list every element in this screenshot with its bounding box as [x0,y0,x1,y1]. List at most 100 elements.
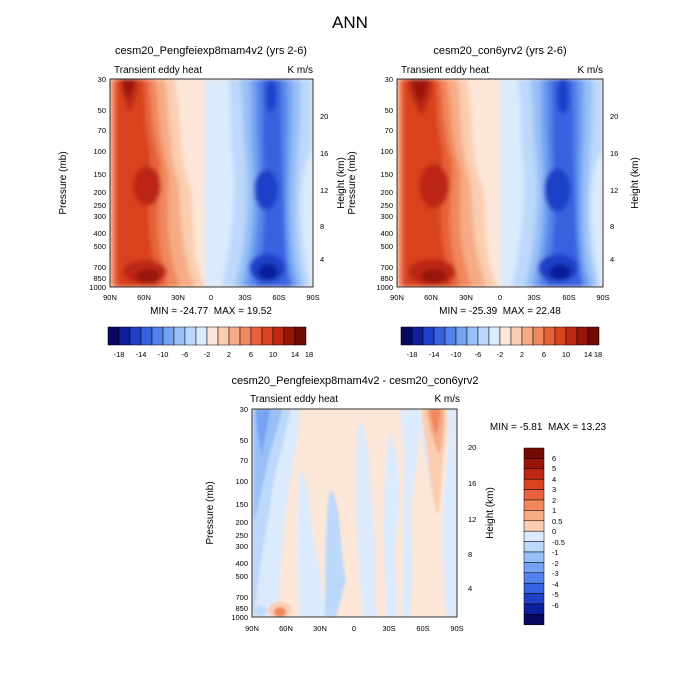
colorbar-label: -1 [552,548,559,557]
colorbar-box [261,326,274,346]
colorbar-box [228,326,241,346]
colorbar-box [422,326,435,346]
panel-3-title: cesm20_Pengfeiexp8mam4v2 - cesm20_con6yr… [231,375,478,387]
colorbar-box [400,326,413,346]
panel-3-colorbar-labels: 6 5 4 3 2 1 0.5 0 -0.5 -1 -2 -3 -4 -5 -6 [552,454,565,610]
colorbar-label: -10 [158,350,169,359]
x-tick-label: 90N [245,624,259,633]
panel-1-colorbar [107,326,307,346]
x-tick-label: 90S [596,293,609,302]
colorbar-label: 6 [552,454,556,463]
panel-2: cesm20_con6yrv2 (yrs 2-6) Transient eddy… [347,45,641,359]
colorbar-box [523,478,545,490]
y-tick-label: 70 [385,126,393,135]
panel-3-stats: MIN = -5.81 MAX = 13.23 [490,422,607,433]
panel-3-y-ticks: 30 50 70 100 150 200 250 300 400 500 700… [231,405,248,622]
colorbar-label: 5 [552,464,556,473]
y2-tick-label: 8 [610,222,614,231]
colorbar-box [576,326,589,346]
colorbar-box [272,326,285,346]
colorbar-box [206,326,219,346]
panel-3-x-ticks: 90N 60N 30N 0 30S 60S 90S [245,624,464,633]
y-tick-label: 250 [380,201,393,210]
colorbar-label: 1 [552,506,556,515]
colorbar-box [523,593,545,605]
colorbar-box [532,326,545,346]
y-tick-label: 200 [235,518,248,527]
panel-1-contour-field [110,79,313,287]
y-tick-label: 100 [235,477,248,486]
panel-1-colorbar-labels: -18 -14 -10 -6 -2 2 6 10 14 18 [114,350,314,359]
y-tick-label: 100 [380,147,393,156]
colorbar-label: -2 [497,350,504,359]
y-tick-label: 700 [93,263,106,272]
x-tick-label: 60N [137,293,151,302]
panel-2-title: cesm20_con6yrv2 (yrs 2-6) [433,45,566,57]
colorbar-box [523,551,545,563]
colorbar-box [107,326,120,346]
x-tick-label: 0 [352,624,356,633]
y2-tick-label: 4 [320,255,324,264]
colorbar-label: 6 [542,350,546,359]
x-tick-label: 0 [498,293,502,302]
colorbar-label: 0 [552,527,556,536]
colorbar-label: 18 [594,350,602,359]
panel-2-units: K m/s [577,65,603,76]
y2-tick-label: 20 [320,112,328,121]
y-tick-label: 1000 [89,283,106,292]
y-tick-label: 850 [93,274,106,283]
panel-1-y-ticks: 30 50 70 100 150 200 250 300 400 500 700… [89,75,106,292]
colorbar-box [195,326,208,346]
panel-1-ylabel: Pressure (mb) [58,151,69,214]
colorbar-box [523,510,545,522]
panel-1-plot-frame [109,78,314,288]
y2-tick-label: 4 [468,584,472,593]
colorbar-box [283,326,296,346]
colorbar-label: 6 [249,350,253,359]
y-tick-label: 400 [380,229,393,238]
colorbar-box [565,326,578,346]
y2-tick-label: 12 [320,186,328,195]
panel-3-field-label: Transient eddy heat [250,394,338,405]
colorbar-label: 2 [227,350,231,359]
colorbar-box [523,541,545,553]
colorbar-label: 2 [552,496,556,505]
panel-2-ylabel: Pressure (mb) [347,151,358,214]
colorbar-box [433,326,446,346]
panel-1-stats: MIN = -24.77 MAX = 19.52 [150,306,272,317]
colorbar-label: -2 [204,350,211,359]
colorbar-box [294,326,307,346]
panel-2-y-ticks: 30 50 70 100 150 200 250 300 400 500 700… [376,75,393,292]
x-tick-label: 30N [459,293,473,302]
x-tick-label: 0 [209,293,213,302]
panel-2-colorbar [400,326,600,346]
panel-2-y2label: Height (km) [630,157,641,209]
panel-2-plot-frame [396,78,604,288]
colorbar-box [217,326,230,346]
y-tick-label: 50 [385,106,393,115]
colorbar-label: -2 [552,559,559,568]
y-tick-label: 70 [240,456,248,465]
y-tick-label: 500 [93,242,106,251]
y-tick-label: 30 [385,75,393,84]
panel-2-contour-field [397,79,603,287]
y-tick-label: 150 [380,170,393,179]
y2-tick-label: 20 [468,443,476,452]
colorbar-label: -14 [429,350,440,359]
panel-3: cesm20_Pengfeiexp8mam4v2 - cesm20_con6yr… [205,375,607,633]
colorbar-box [499,326,512,346]
colorbar-label: -18 [114,350,125,359]
x-tick-label: 60S [562,293,575,302]
y-tick-label: 300 [380,212,393,221]
colorbar-label: -6 [475,350,482,359]
colorbar-box [466,326,479,346]
y-tick-label: 200 [93,188,106,197]
y2-tick-label: 16 [320,149,328,158]
colorbar-box [523,572,545,584]
panel-1: cesm20_Pengfeiexp8mam4v2 (yrs 2-6) Trans… [58,45,347,359]
y-tick-label: 500 [380,242,393,251]
y-tick-label: 300 [235,542,248,551]
panel-1-units: K m/s [287,65,313,76]
y2-tick-label: 8 [320,222,324,231]
